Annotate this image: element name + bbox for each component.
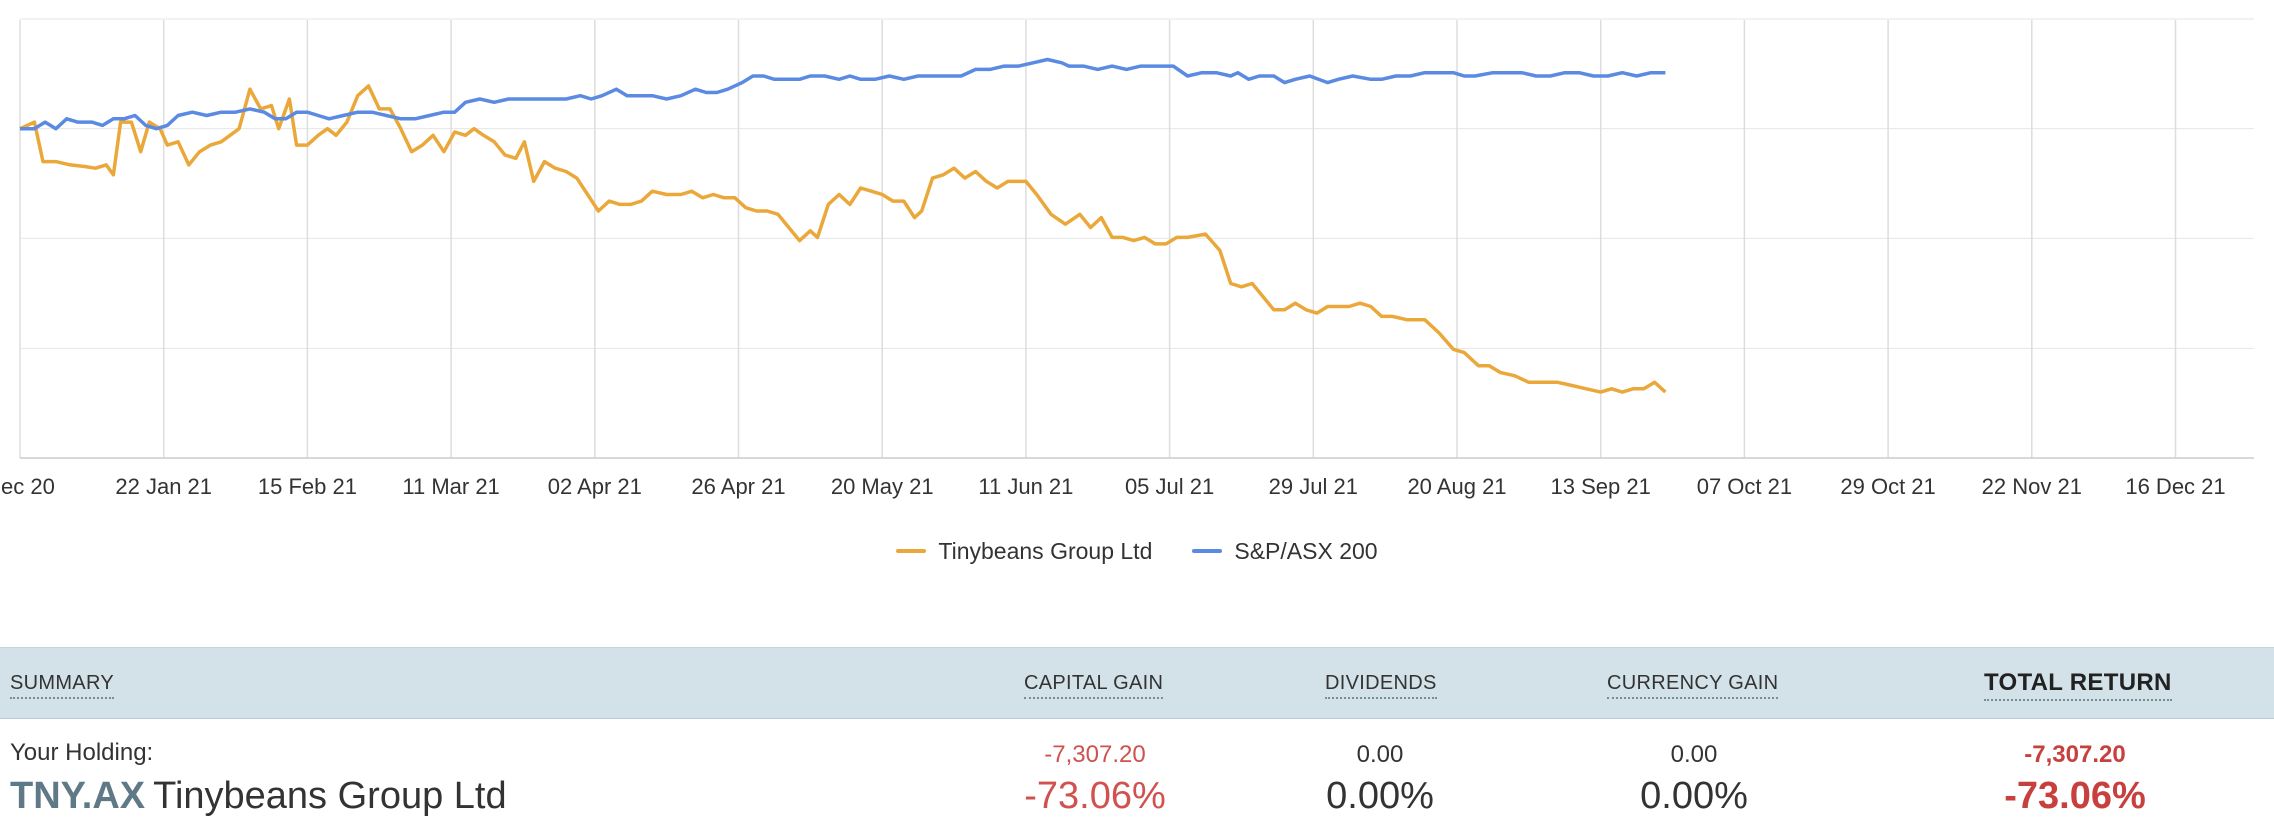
legend-label-asx200: S&P/ASX 200 (1234, 537, 1378, 564)
x-tick-label: 22 Nov 21 (1982, 474, 2082, 499)
performance-chart: Dec 20 22 Jan 21 15 Feb 21 11 Mar 21 02 Apr … (0, 18, 2254, 499)
header-currency-gain[interactable]: CURRENCY GAIN (1607, 672, 1779, 699)
x-tick-label: 20 May 21 (831, 474, 934, 499)
legend-item-tinybeans[interactable]: Tinybeans Group Ltd (896, 538, 1152, 565)
holding-name: TNY.AX Tinybeans Group Ltd (10, 775, 507, 818)
header-capital-gain[interactable]: CAPITAL GAIN (1024, 672, 1164, 699)
x-tick-label: 11 Jun 21 (978, 474, 1073, 499)
currency-gain-percent: 0.00% (1640, 775, 1748, 817)
x-tick-label: 05 Jul 21 (1125, 474, 1214, 499)
ticker-symbol[interactable]: TNY.AX (10, 775, 146, 817)
x-tick-label: Dec 20 (0, 474, 55, 499)
legend-label-tinybeans: Tinybeans Group Ltd (938, 537, 1153, 564)
dividends-value: 0.00 (1356, 741, 1404, 768)
series-lines (19, 57, 1667, 394)
x-tick-label: 29 Jul 21 (1269, 474, 1358, 499)
total-return-percent: -73.06% (2004, 775, 2146, 817)
vertical-gridlines (19, 20, 2177, 458)
summary-table: SUMMARY CAPITAL GAIN DIVIDENDS CURRENCY … (0, 647, 2274, 832)
x-tick-label: 20 Aug 21 (1407, 474, 1506, 499)
total-return-value: -7,307.20 (2024, 741, 2126, 768)
capital-gain-percent: -73.06% (1024, 775, 1166, 817)
x-tick-label: 13 Sep 21 (1551, 474, 1651, 499)
x-tick-label: 07 Oct 21 (1697, 474, 1792, 499)
x-tick-label: 22 Jan 21 (115, 474, 212, 499)
x-tick-label: 16 Dec 21 (2125, 474, 2225, 499)
x-tick-label: 29 Oct 21 (1840, 474, 1935, 499)
legend-swatch-asx200 (1192, 549, 1223, 553)
capital-gain-value: -7,307.20 (1044, 741, 1146, 768)
holding-label: Your Holding: (10, 739, 154, 766)
legend-swatch-tinybeans (896, 549, 927, 553)
x-tick-label: 15 Feb 21 (258, 474, 357, 499)
x-tick-label: 11 Mar 21 (402, 474, 499, 499)
summary-header-row: SUMMARY CAPITAL GAIN DIVIDENDS CURRENCY … (0, 647, 2274, 719)
legend-item-asx200[interactable]: S&P/ASX 200 (1192, 537, 1378, 565)
series-line-tinybeans[interactable] (19, 84, 1667, 394)
x-tick-label: 02 Apr 21 (548, 474, 642, 499)
header-summary[interactable]: SUMMARY (10, 672, 114, 699)
x-axis-tick-labels: Dec 20 22 Jan 21 15 Feb 21 11 Mar 21 02 Apr … (0, 474, 2226, 499)
currency-gain-value: 0.00 (1670, 741, 1718, 768)
header-total-return[interactable]: TOTAL RETURN (1984, 669, 2172, 701)
x-tick-label: 26 Apr 21 (691, 474, 785, 499)
chart-legend: Tinybeans Group Ltd S&P/ASX 200 (0, 531, 2274, 571)
dividends-percent: 0.00% (1326, 775, 1434, 817)
series-line-asx200[interactable] (20, 57, 1666, 131)
header-dividends[interactable]: DIVIDENDS (1325, 672, 1437, 699)
company-name: Tinybeans Group Ltd (153, 775, 507, 817)
